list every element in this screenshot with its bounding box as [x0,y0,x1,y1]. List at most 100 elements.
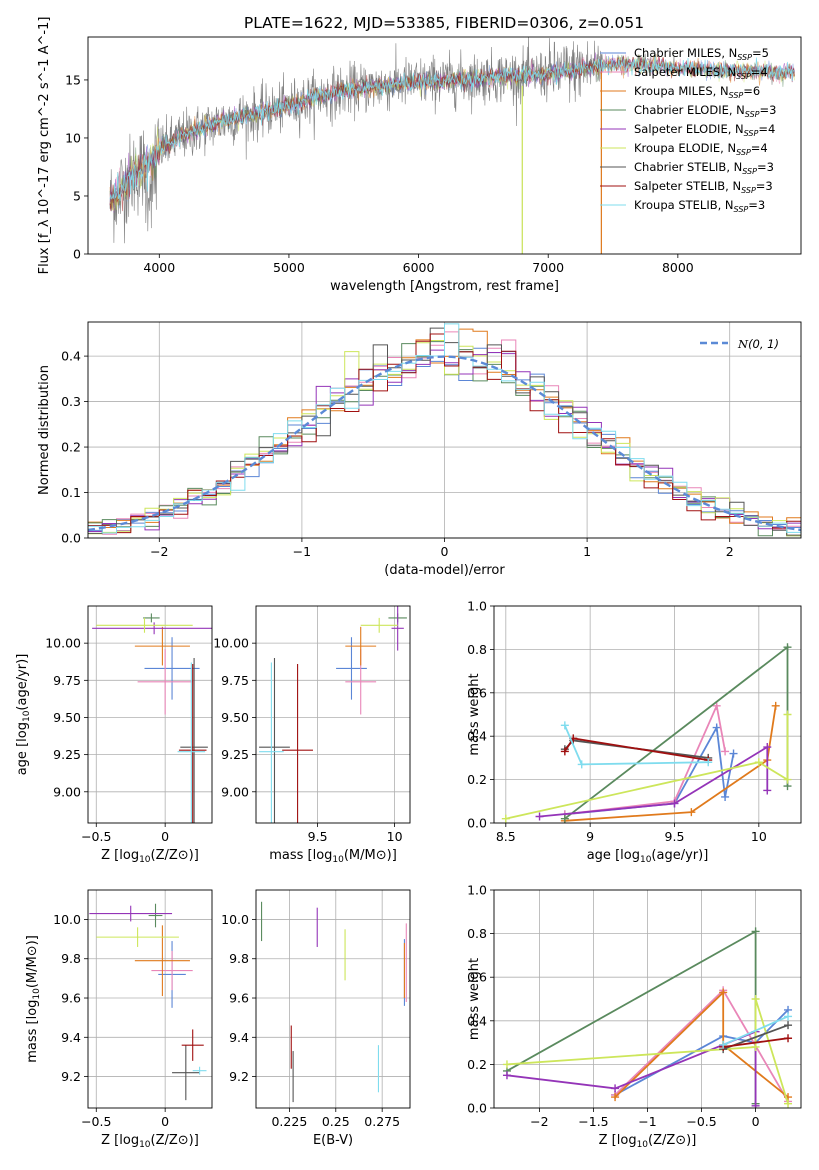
plot-area [261,901,407,1103]
y-tick-label: 15 [65,72,81,87]
weight-marker [784,1012,793,1021]
x-tick-label: 9.5 [308,829,328,844]
y-axis-label: mass weight [467,673,482,755]
errorbar-kroupa-elodie [96,927,179,947]
y-tick-label: 9.00 [221,784,249,799]
errorbar-salpeter-elodie [89,905,173,922]
x-tick-label: 0 [752,1114,760,1129]
legend-entry-chabrier-stelib: Chabrier STELIB, NSSP=3 [634,160,774,176]
weight-series-kroupa-elodie [501,710,792,823]
plot-area [109,37,795,254]
weight-line [539,745,769,818]
x-tick-label: 9.5 [665,829,685,844]
weight-marker [611,1084,620,1093]
weight-marker [784,1099,793,1108]
weight-marker [771,701,780,710]
errorbar-chabrier-elodie [148,903,163,928]
x-tick-label: 2 [726,544,734,559]
y-tick-label: 9.00 [53,784,81,799]
panel-age-vs-mass: 9.5 10 9.00 9.25 9.50 9.75 10.00 mass [log10(M/… [213,605,411,865]
legend: Chabrier MILES, NSSP=5 Salpeter MILES, NS… [600,46,776,214]
axes-frame [493,605,802,824]
legend-entry-salpeter-stelib: Salpeter STELIB, NSSP=3 [634,179,773,195]
observed-spectrum-line [109,37,603,244]
x-axis-label: mass [log10(M/M⊙)] [269,848,397,865]
weight-series-salpeter-elodie [535,743,772,821]
y-tick-label: 0.0 [467,1101,487,1116]
y-axis-label: mass [log10(M/M⊙)] [25,935,42,1063]
weight-marker [712,701,721,710]
weight-marker [704,758,713,767]
weight-marker [719,1040,728,1049]
weight-line [506,1030,757,1106]
y-tick-label: 5 [73,188,81,203]
weight-marker [712,723,721,732]
weight-marker [751,927,760,936]
y-tick-label: 1.0 [467,883,487,898]
x-tick-label: 0 [161,1114,169,1129]
y-tick-label: 9.8 [229,951,249,966]
weight-marker [751,1042,760,1051]
legend-entry-chabrier-miles: Chabrier MILES, NSSP=5 [634,46,769,62]
weight-line [722,1015,789,1046]
x-tick-label: −1 [293,544,311,559]
axes-frame [87,36,802,255]
x-axis-label: E(B-V) [313,1133,353,1148]
x-tick-label: 0 [441,544,449,559]
axes-frame [255,605,411,824]
weight-marker [783,710,792,719]
legend-entry-salpeter-elodie: Salpeter ELODIE, NSSP=4 [634,122,775,138]
weight-marker [783,643,792,652]
errorbar-chabrier-miles [336,637,367,700]
weight-series-kroupa-stelib [560,721,713,769]
y-tick-label: 9.50 [221,710,249,725]
grid-lines [256,890,410,1108]
errorbar-chabrier-stelib [180,658,208,823]
x-tick-label: −0.5 [81,1114,111,1129]
x-tick-label: −0.5 [81,829,111,844]
plot-area [259,606,407,823]
weight-marker [502,1071,511,1080]
plot-area [502,927,793,1108]
panel-mass-vs-ebv: 0.225 0.25 0.275 9.2 9.4 9.6 9.8 10.0 E(B-V) [221,889,411,1148]
y-tick-label: 0.6 [467,970,487,985]
x-axis-label: Z [log10(Z/Z⊙)] [101,848,199,865]
x-tick-label: −2 [530,1114,548,1129]
x-axis-label: Z [log10(Z/Z⊙)] [101,1133,199,1150]
weight-marker [783,775,792,784]
weight-marker [560,721,569,730]
errorbar-kroupa-miles [345,626,377,666]
x-tick-label: 8000 [662,260,694,275]
weight-marker [784,1034,793,1043]
weight-marker [763,786,772,795]
x-tick-label: 4000 [143,260,175,275]
y-tick-label: 1.0 [467,599,487,614]
y-axis-label: Normed distribution [37,365,52,495]
weight-line [614,1009,789,1096]
weight-marker [611,1093,620,1102]
errorbar-kroupa-stelib [259,662,284,823]
y-tick-label: 0.4 [467,1013,487,1028]
y-tick-label: 10.0 [221,912,249,927]
y-tick-label: 9.2 [61,1069,81,1084]
weight-series-salpeter-stelib [560,734,713,765]
x-tick-label: −2 [150,544,168,559]
model-line-kroupa-stelib [109,53,795,201]
errorbar-chabrier-miles [144,637,200,700]
errorbar-salpeter-stelib [282,663,313,823]
legend-entry-kroupa-miles: Kroupa MILES, NSSP=6 [634,84,760,100]
x-tick-label: −1.5 [578,1114,608,1129]
x-tick-label: −1 [638,1114,656,1129]
y-tick-label: 9.4 [229,1030,249,1045]
y-tick-label: 9.8 [61,951,81,966]
weight-marker [560,814,569,823]
x-tick-label: 1 [583,544,591,559]
weight-marker [763,743,772,752]
panel-spectrum: 4000 5000 6000 7000 8000 0 5 10 15 wavelength [An… [37,17,802,294]
errorbar-kroupa-stelib [177,662,206,823]
plot-area [501,643,792,823]
x-tick-label: 0.25 [322,1114,350,1129]
y-tick-label: 9.25 [221,747,249,762]
y-tick-label: 9.75 [53,673,81,688]
